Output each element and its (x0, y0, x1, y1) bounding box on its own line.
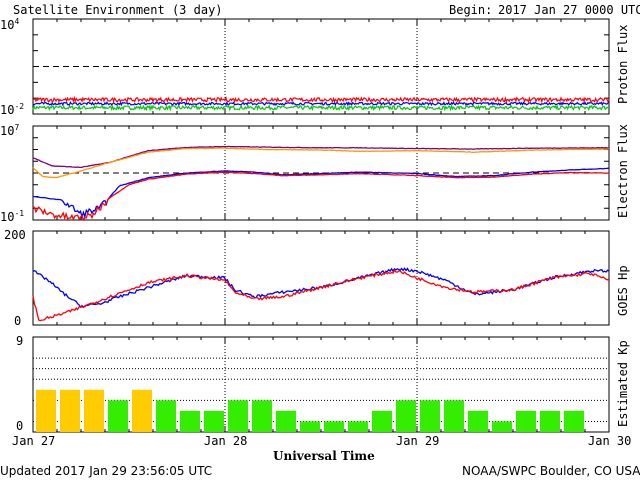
kp-bar (228, 400, 248, 432)
xtick-label-3: Jan 30 (588, 434, 632, 448)
kp-bar (492, 421, 512, 432)
kp-ylabel: Estimated Kp (616, 340, 630, 427)
kp-bar (60, 389, 80, 432)
proton-series-blue (32, 100, 610, 107)
proton-series-red (33, 95, 610, 104)
electron-series-red (32, 171, 610, 222)
kp-bar (396, 400, 416, 432)
kp-bar (348, 421, 368, 432)
electron-series-orange (32, 147, 610, 179)
plot-title: Satellite Environment (3 day) (13, 3, 223, 17)
kp-bar (564, 410, 584, 432)
kp-bar (36, 389, 56, 432)
kp-bar (276, 410, 296, 432)
x-axis-title: Universal Time (273, 449, 375, 463)
updated-timestamp: Updated 2017 Jan 29 23:56:05 UTC (0, 464, 213, 478)
electron-ylabel: Electron Flux (616, 124, 630, 218)
kp-bar (300, 421, 320, 432)
xtick-label-0: Jan 27 (12, 434, 56, 448)
electron-ytick-top: 107 (0, 123, 20, 138)
hp-ytick-bottom: 0 (14, 314, 22, 328)
xtick-label-2: Jan 29 (396, 434, 440, 448)
kp-bar (516, 410, 536, 432)
kp-bar (132, 389, 152, 432)
electron-series-purple (32, 145, 610, 169)
electron-ytick-bottom: 10-1 (0, 209, 25, 224)
proton-ytick-top: 104 (0, 17, 20, 32)
kp-bar (108, 400, 128, 432)
hp-ytick-top: 200 (4, 228, 26, 242)
kp-ytick-bottom: 0 (16, 419, 24, 433)
credit-text: NOAA/SWPC Boulder, CO USA (462, 464, 640, 478)
begin-label: Begin: (449, 3, 493, 17)
kp-bar (420, 400, 440, 432)
hp-ylabel: GOES Hp (616, 265, 630, 316)
kp-bar (252, 400, 272, 432)
kp-bar (372, 410, 392, 432)
electron-series-blue (33, 167, 610, 220)
kp-bar (84, 389, 104, 432)
proton-series-green (32, 103, 610, 112)
hp-series-red (32, 269, 610, 322)
kp-bar (540, 410, 560, 432)
kp-ytick-top: 9 (16, 334, 24, 348)
kp-bar (204, 410, 224, 432)
xtick-label-1: Jan 28 (204, 434, 248, 448)
panel-frame-2 (32, 230, 610, 326)
proton-ytick-bottom: 10-2 (0, 102, 25, 117)
proton-ylabel: Proton Flux (616, 24, 630, 104)
kp-bar (180, 410, 200, 432)
kp-bar (444, 400, 464, 432)
kp-bar (156, 400, 176, 432)
kp-bar (468, 410, 488, 432)
begin-date: 2017 Jan 27 0000 UTC (498, 3, 640, 17)
kp-bar (324, 421, 344, 432)
